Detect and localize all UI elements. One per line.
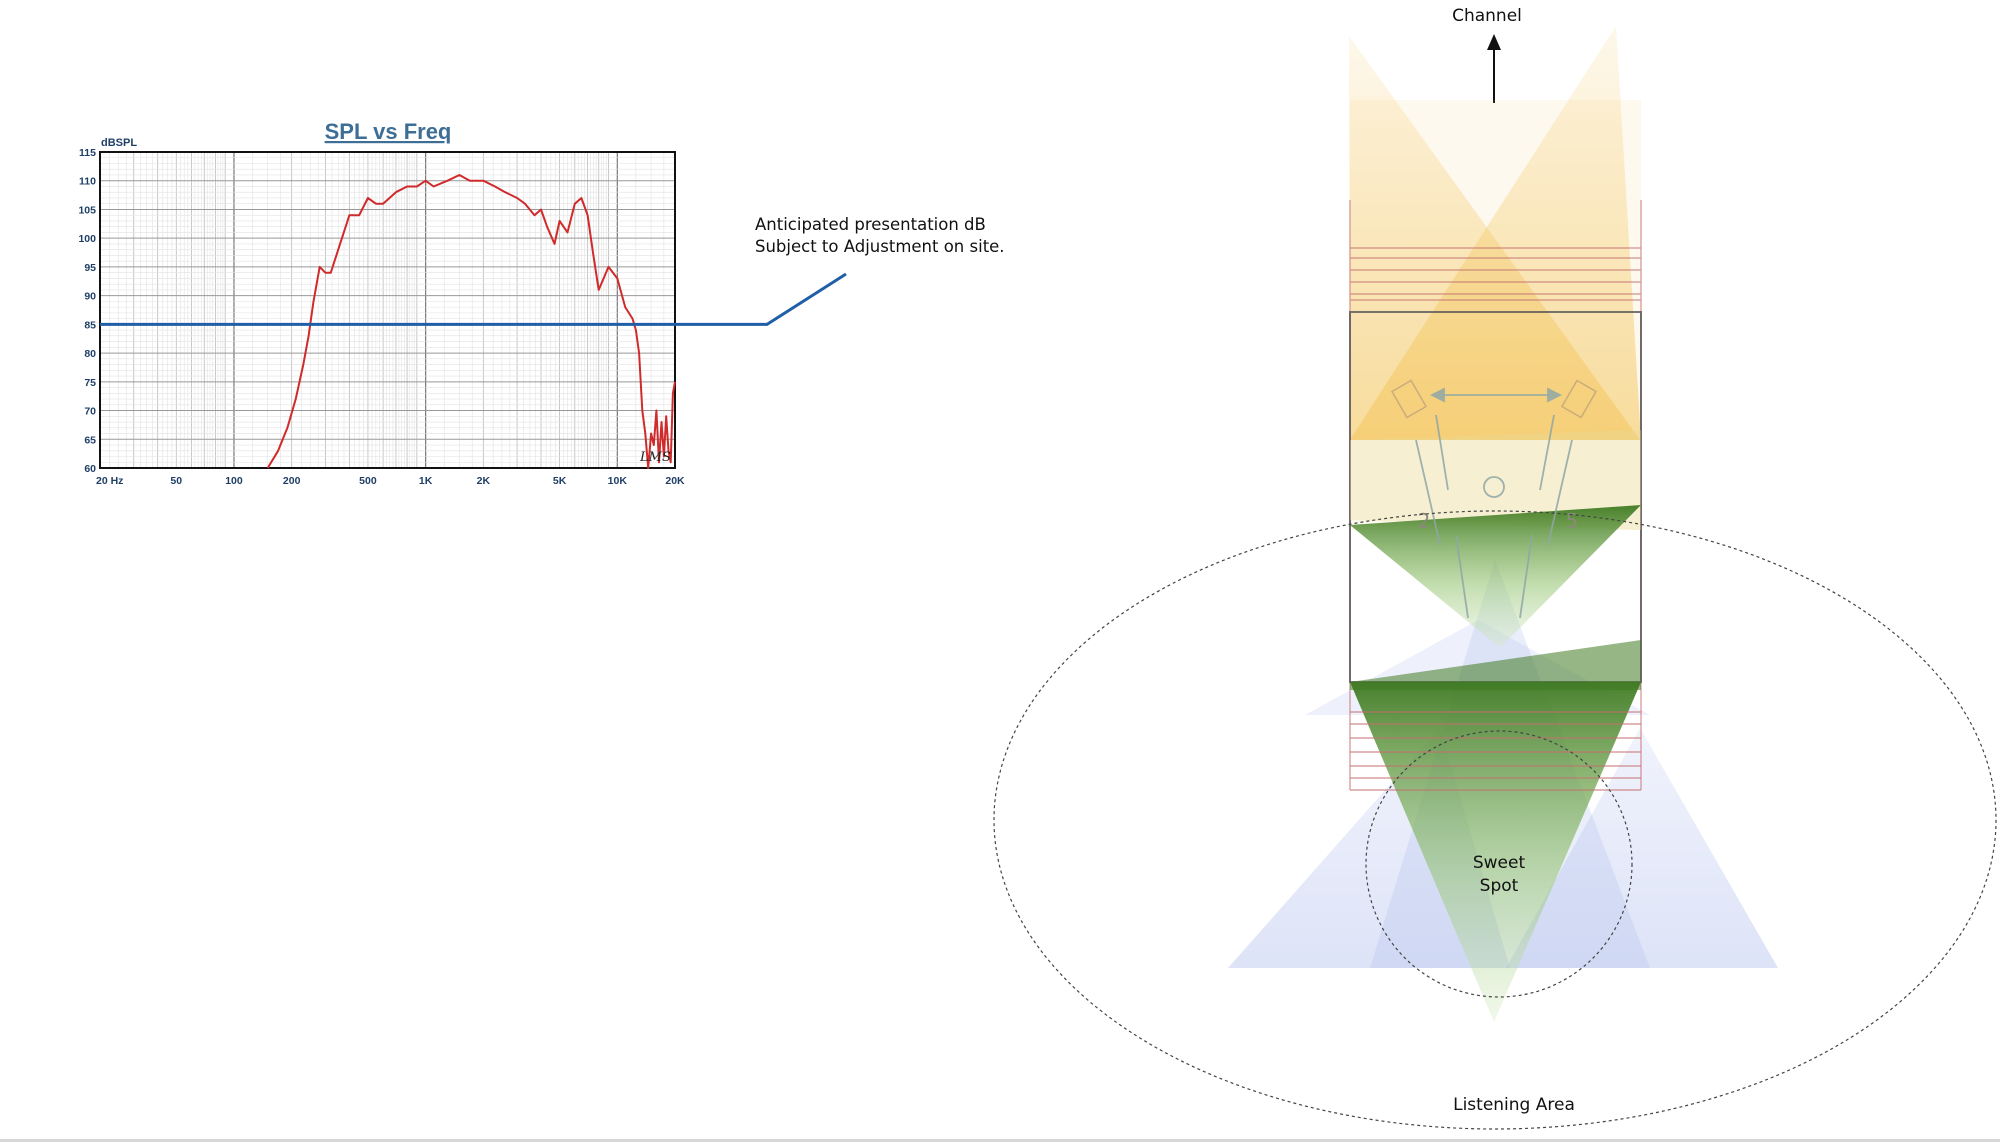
- speaker-number-left: 2: [1418, 509, 1431, 533]
- y-tick-label: 90: [84, 291, 96, 303]
- y-tick-label: 65: [84, 434, 96, 446]
- chart-title: SPL vs Freq: [325, 119, 452, 144]
- bottom-divider: [0, 1139, 2000, 1142]
- green-wedge-upper: [1350, 505, 1641, 648]
- speaker-icons: [1390, 379, 1598, 419]
- blue-coverage-right: [1506, 728, 1778, 968]
- channel-label: Channel: [1452, 6, 1522, 26]
- channel-arrow-head: [1487, 34, 1501, 50]
- speaker-number-right: 5: [1566, 509, 1579, 533]
- reference-85db-line: [100, 272, 847, 326]
- yellow-column-wash: [1350, 100, 1641, 530]
- x-tick-label: 2K: [477, 475, 491, 487]
- y-tick-label: 75: [84, 377, 96, 389]
- y-tick-label: 100: [78, 233, 96, 245]
- sweet-spot-label-line-1: Sweet: [1473, 853, 1526, 873]
- x-tick-labels: 20 Hz 50 100 200 500 1K 2K 5K 10K 20K: [96, 475, 685, 487]
- y-tick-label: 105: [78, 204, 96, 216]
- x-tick-label: 100: [225, 475, 243, 487]
- bottom-rails: [1350, 711, 1641, 791]
- x-tick-label: 10K: [608, 475, 628, 487]
- x-tick-label: 500: [359, 475, 377, 487]
- speaker-vectors: [1415, 387, 1573, 619]
- listening-area-label: Listening Area: [1453, 1095, 1575, 1115]
- y-tick-labels: 115 110 105 100 95 90 85 80 75 70 65 60: [78, 147, 96, 475]
- y-tick-label: 60: [84, 463, 96, 475]
- x-tick-label: 20 Hz: [96, 475, 123, 487]
- speaker-right-icon: [1560, 379, 1598, 419]
- green-wedge-lower: [1350, 682, 1641, 1022]
- y-axis-unit: dBSPL: [101, 137, 137, 149]
- lms-watermark: LMS: [639, 450, 671, 465]
- annotation: Anticipated presentation dB Subject to A…: [755, 215, 1005, 256]
- speaker-layout-diagram: Channel: [993, 6, 1997, 1130]
- y-tick-label: 110: [79, 176, 96, 188]
- speaker-left-icon: [1390, 379, 1428, 419]
- y-tick-label: 95: [84, 262, 96, 274]
- y-tick-label: 80: [84, 348, 96, 360]
- y-tick-label: 70: [84, 406, 96, 418]
- annotation-line-1: Anticipated presentation dB: [755, 215, 986, 234]
- spl-curve-series: [266, 174, 676, 469]
- chart-grid: [99, 151, 676, 469]
- yellow-coverage-right: [1350, 26, 1641, 440]
- x-tick-label: 50: [170, 475, 182, 487]
- x-tick-label: 5K: [553, 475, 567, 487]
- annotation-line-2: Subject to Adjustment on site.: [755, 237, 1005, 256]
- x-tick-label: 20K: [665, 475, 685, 487]
- plot-frame: [99, 151, 676, 469]
- sweet-spot-label-line-2: Spot: [1480, 876, 1519, 896]
- y-tick-label: 115: [79, 147, 96, 159]
- x-tick-label: 200: [283, 475, 301, 487]
- x-tick-label: 1K: [419, 475, 433, 487]
- y-tick-label: 85: [84, 319, 96, 331]
- listening-area-ellipse: [993, 510, 1997, 1130]
- spl-frequency-chart: SPL vs Freq dBSPL 115 110 105 100 95 90 85 80 75…: [78, 119, 847, 487]
- green-band-dark: [1350, 640, 1641, 690]
- sweet-spot-circle: [1365, 730, 1633, 998]
